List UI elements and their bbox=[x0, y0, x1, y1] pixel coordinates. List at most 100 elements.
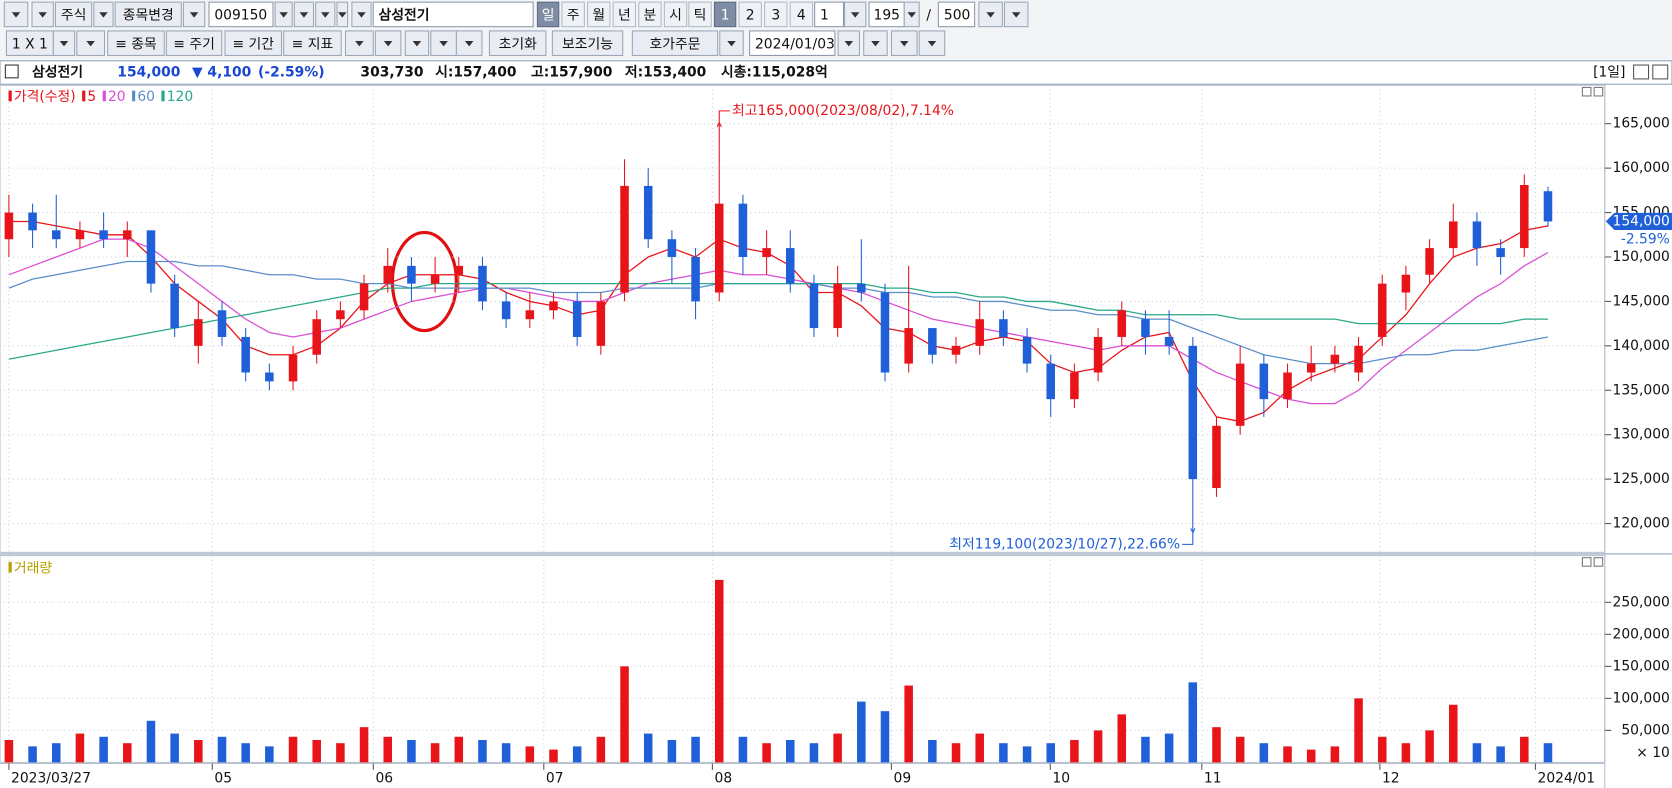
candle-body bbox=[146, 230, 156, 284]
close-button[interactable] bbox=[1652, 64, 1669, 80]
checkbox[interactable] bbox=[4, 64, 19, 79]
volume-bar bbox=[241, 743, 250, 763]
volume-pane bbox=[0, 555, 1606, 763]
icon bbox=[727, 41, 736, 47]
candle-body bbox=[1520, 185, 1529, 249]
candle-body bbox=[288, 354, 298, 382]
button[interactable] bbox=[789, 1, 814, 28]
volume-bar bbox=[1117, 714, 1127, 763]
candle-body bbox=[28, 212, 37, 231]
button[interactable] bbox=[713, 1, 737, 28]
input-box[interactable] bbox=[208, 1, 274, 28]
button[interactable] bbox=[638, 1, 662, 28]
button[interactable] bbox=[631, 30, 719, 56]
candle-body bbox=[1093, 336, 1103, 373]
candle-body bbox=[1377, 283, 1387, 337]
input-text: 삼성전기 bbox=[379, 6, 430, 23]
button[interactable] bbox=[738, 1, 762, 28]
candle-body bbox=[738, 203, 748, 257]
button[interactable] bbox=[688, 1, 712, 28]
restore-button[interactable] bbox=[1633, 64, 1650, 80]
candle-body bbox=[407, 265, 416, 284]
input-box[interactable] bbox=[749, 30, 836, 56]
button[interactable] bbox=[107, 30, 165, 56]
volume-bar bbox=[359, 727, 369, 763]
candle-body bbox=[1283, 372, 1292, 400]
candle-body bbox=[1070, 372, 1079, 400]
button[interactable] bbox=[663, 1, 688, 28]
button[interactable] bbox=[488, 30, 547, 56]
annotation: 최고165,000(2023/08/02),7.14% bbox=[732, 103, 954, 119]
volume-bar bbox=[1141, 736, 1150, 763]
button[interactable] bbox=[551, 30, 624, 56]
icon bbox=[844, 41, 854, 47]
volume-bar bbox=[1354, 698, 1363, 763]
candle-body bbox=[809, 283, 819, 329]
x-tick-label: 05 bbox=[214, 770, 232, 786]
pane-button[interactable] bbox=[1581, 86, 1592, 97]
button[interactable] bbox=[224, 30, 283, 56]
candle-body bbox=[1425, 248, 1434, 275]
input-text: 195 bbox=[874, 7, 900, 23]
volume-bar bbox=[1496, 746, 1505, 763]
x-tick-label: 2024/01 bbox=[1538, 770, 1596, 786]
button-label: 년 bbox=[618, 7, 631, 23]
annotation-arrow bbox=[716, 110, 730, 128]
pane-button[interactable] bbox=[1593, 557, 1604, 567]
button[interactable] bbox=[764, 1, 788, 28]
button[interactable] bbox=[536, 1, 560, 28]
volume-bar bbox=[809, 743, 819, 763]
volume-bar bbox=[975, 733, 984, 763]
volume-bar bbox=[1330, 746, 1340, 763]
volume-bar bbox=[288, 736, 298, 763]
volume-bar bbox=[1401, 743, 1411, 763]
candle-body bbox=[454, 265, 464, 275]
icon bbox=[986, 12, 995, 18]
volume-bar bbox=[454, 736, 464, 763]
candle-body bbox=[667, 239, 677, 257]
candle-body bbox=[549, 301, 558, 311]
button[interactable] bbox=[283, 30, 342, 56]
volume-bar bbox=[217, 736, 227, 763]
button[interactable] bbox=[54, 1, 93, 28]
input-box[interactable] bbox=[372, 1, 534, 28]
change-label: -2.59% bbox=[1621, 232, 1670, 248]
button[interactable] bbox=[561, 1, 585, 28]
volume-bar bbox=[1520, 736, 1529, 763]
legend-label: 5 bbox=[87, 89, 96, 105]
price-pane bbox=[0, 84, 1606, 553]
volume-bar bbox=[1235, 736, 1245, 763]
y-tick-label: 50,000 bbox=[1621, 722, 1670, 738]
icon-button[interactable] bbox=[918, 30, 946, 56]
candle-body bbox=[762, 248, 771, 257]
y-tick-label: 120,000 bbox=[1613, 516, 1670, 532]
volume-bar bbox=[501, 743, 511, 763]
button[interactable] bbox=[165, 30, 223, 56]
change-pct: (-2.59%) bbox=[258, 65, 325, 81]
volume-bar bbox=[51, 743, 61, 763]
candle-body bbox=[194, 319, 203, 346]
button[interactable] bbox=[612, 1, 637, 28]
pane-button[interactable] bbox=[1593, 86, 1604, 97]
candle-body bbox=[383, 265, 393, 284]
button[interactable] bbox=[114, 1, 182, 28]
volume-bar bbox=[596, 736, 606, 763]
input-box[interactable] bbox=[937, 1, 976, 28]
volume-bar bbox=[1046, 743, 1056, 763]
y-tick-label: 200,000 bbox=[1613, 626, 1670, 642]
candle-body bbox=[1401, 274, 1411, 293]
pane-button[interactable] bbox=[1581, 557, 1592, 567]
candle-body bbox=[951, 345, 961, 355]
candle-body bbox=[1306, 363, 1316, 373]
volume-bar bbox=[383, 736, 393, 763]
button-label: 시 bbox=[669, 7, 682, 23]
button-label: 분 bbox=[644, 7, 657, 23]
input-box[interactable] bbox=[814, 1, 844, 28]
legend-swatch bbox=[82, 90, 86, 102]
candle-body bbox=[312, 319, 321, 355]
y-tick-label: 125,000 bbox=[1613, 471, 1670, 487]
candle-body bbox=[572, 301, 582, 337]
volume-bar bbox=[880, 711, 890, 763]
button[interactable] bbox=[587, 1, 611, 28]
x-tick-label: 06 bbox=[375, 770, 393, 786]
